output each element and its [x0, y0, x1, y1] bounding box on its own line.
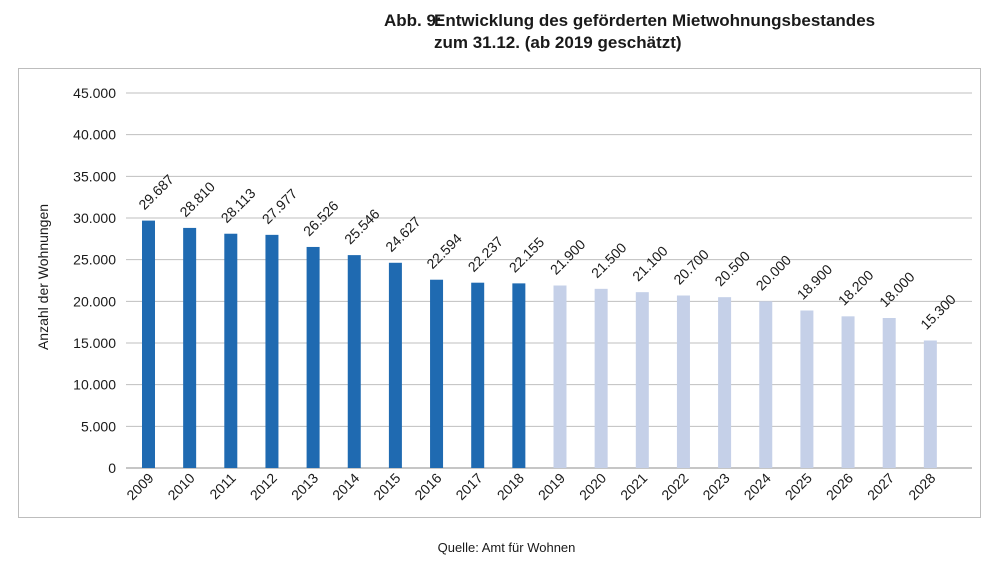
x-tick-label: 2020: [576, 470, 609, 503]
data-label-2023: 20.500: [711, 248, 753, 290]
bar-2014: [347, 255, 361, 468]
data-label-2026: 18.200: [835, 267, 877, 309]
chart-frame: [18, 68, 981, 518]
data-label-2014: 25.546: [341, 205, 383, 247]
y-tick-label: 5.000: [81, 418, 116, 434]
bar-2017: [471, 282, 485, 468]
x-tick-label: 2025: [782, 470, 815, 503]
data-label-2016: 22.594: [423, 230, 465, 272]
y-tick-label: 15.000: [73, 335, 116, 351]
bar-2011: [224, 233, 238, 468]
data-label-2012: 27.977: [259, 185, 301, 227]
y-tick-label: 45.000: [73, 85, 116, 101]
data-label-2010: 28.810: [176, 178, 218, 220]
bar-2012: [265, 234, 279, 468]
bar-2024: [759, 301, 773, 468]
data-label-2024: 20.000: [753, 252, 795, 294]
y-tick-label: 10.000: [73, 377, 116, 393]
y-axis-label: Anzahl der Wohnungen: [35, 204, 51, 350]
x-tick-label: 2013: [288, 470, 321, 503]
x-tick-label: 2027: [864, 470, 897, 503]
x-tick-label: 2016: [411, 470, 444, 503]
x-tick-labels: 2009 2010 2011 2012 2013 2014 2015 2016 2017 2018…: [123, 470, 938, 503]
x-tick-label: 2010: [164, 470, 197, 503]
x-tick-label: 2017: [452, 470, 485, 503]
x-tick-label: 2019: [535, 470, 568, 503]
data-label-2015: 24.627: [382, 213, 424, 255]
data-label-2011: 28.113: [218, 185, 259, 226]
data-label-2018: 22.155: [506, 234, 548, 276]
data-label-2027: 18.000: [876, 268, 918, 310]
x-tick-label: 2028: [905, 470, 938, 503]
y-tick-label: 25.000: [73, 252, 116, 268]
bar-2013: [306, 246, 320, 468]
x-tick-label: 2024: [741, 470, 774, 503]
figure-label: Abb. 9:: [384, 11, 442, 30]
data-label-2022: 20.700: [670, 246, 712, 288]
bar-2022: [676, 295, 690, 468]
x-tick-label: 2021: [617, 470, 650, 503]
y-tick-labels: 0 5.000 10.000 15.000 20.000 25.000 30.000 35.0…: [73, 85, 116, 476]
y-tick-label: 35.000: [73, 168, 116, 184]
bar-2016: [430, 279, 444, 468]
bar-2018: [512, 283, 526, 468]
data-label-2021: 21.100: [629, 243, 671, 285]
bar-2026: [841, 316, 855, 468]
title-line-1: Entwicklung des geförderten Mietwohnungs…: [434, 11, 876, 30]
y-tick-label: 20.000: [73, 293, 116, 309]
source-note: Quelle: Amt für Wohnen: [437, 540, 576, 555]
data-label-2025: 18.900: [794, 261, 836, 303]
bar-2021: [635, 292, 649, 468]
bar-2010: [183, 227, 197, 468]
x-tick-label: 2014: [329, 470, 362, 503]
title-line-2: zum 31.12. (ab 2019 geschätzt): [434, 33, 682, 52]
data-label-2019: 21.900: [547, 236, 589, 278]
x-tick-label: 2012: [247, 470, 280, 503]
x-tick-label: 2023: [699, 470, 732, 503]
y-tick-label: 40.000: [73, 127, 116, 143]
bar-2015: [388, 262, 402, 468]
data-label-2009: 29.687: [135, 171, 177, 213]
x-tick-label: 2026: [823, 470, 856, 503]
bar-2027: [882, 318, 896, 468]
y-tick-label: 0: [108, 460, 116, 476]
data-label-2017: 22.237: [465, 233, 507, 275]
bar-2009: [142, 220, 155, 468]
x-tick-label: 2018: [494, 470, 527, 503]
data-labels: 29.687 28.810 28.113 27.977 26.526 25.546 24.6…: [135, 171, 959, 333]
data-label-2028: 15.300: [917, 291, 959, 333]
x-tick-label: 2009: [123, 470, 156, 503]
bars: [142, 220, 937, 468]
x-tick-label: 2022: [658, 470, 691, 503]
bar-2023: [718, 297, 732, 468]
x-tick-label: 2015: [370, 470, 403, 503]
bar-2019: [553, 285, 567, 468]
y-tick-label: 30.000: [73, 210, 116, 226]
x-tick-label: 2011: [206, 470, 239, 503]
bar-2020: [594, 288, 608, 468]
bar-2025: [800, 310, 814, 468]
bar-2028: [923, 340, 937, 468]
